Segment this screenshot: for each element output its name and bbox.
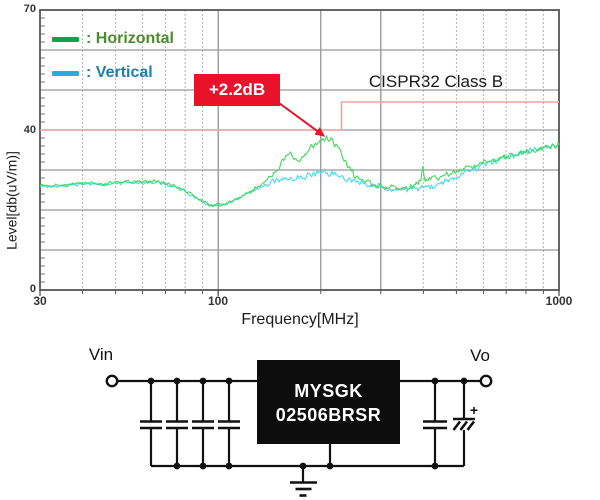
dc-dc-converter-block (257, 360, 400, 444)
x-tick-1000: 1000 (545, 294, 573, 308)
input-capacitor-3 (192, 381, 214, 466)
input-capacitor-4 (218, 381, 240, 466)
vout-label: Vo (470, 346, 490, 365)
cispr32-limit-line (40, 101, 559, 131)
plot-border (39, 9, 560, 291)
horizontal-trace (39, 135, 560, 207)
limit-line-label: CISPR32 Class B (368, 72, 504, 91)
horizontal-series-label: : Horizontal (86, 30, 174, 47)
emi-chart-plot (39, 9, 560, 296)
ground-symbol (290, 466, 317, 497)
vertical-series-swatch (52, 71, 79, 76)
polarity-plus-sign: + (470, 402, 478, 418)
input-capacitor-2 (166, 381, 188, 466)
ic-name-line2: 02506BRSR (276, 405, 382, 425)
annotation-arrowhead (314, 127, 326, 137)
output-polarized-capacitor (452, 381, 476, 466)
vin-terminal (105, 374, 119, 388)
junction-dots (147, 377, 468, 470)
vin-label: Vin (89, 345, 113, 364)
y-tick-40: 40 (23, 124, 36, 136)
y-tick-70: 70 (23, 3, 36, 15)
x-tick-100: 100 (207, 294, 229, 308)
input-capacitor-1 (140, 381, 162, 466)
annotation-arrow (278, 102, 321, 135)
horizontal-series-swatch (52, 37, 79, 42)
x-tick-30: 30 (33, 294, 47, 308)
vertical-trace (39, 143, 560, 207)
frequency-axis-label: Frequency[MHz] (241, 311, 359, 328)
vout-terminal (479, 374, 493, 388)
evaluation-circuit-diagram: MYSGK 02506BRSR Vin Vo + (89, 345, 493, 497)
y-tick-0: 0 (29, 283, 36, 295)
ic-name-line1: MYSGK (294, 381, 363, 401)
output-capacitor (423, 381, 447, 466)
level-axis-label: Level[db(uV/m)] (3, 151, 20, 250)
annotation-callout: +2.2dB (194, 74, 280, 106)
vertical-series-label: : Vertical (86, 64, 153, 81)
